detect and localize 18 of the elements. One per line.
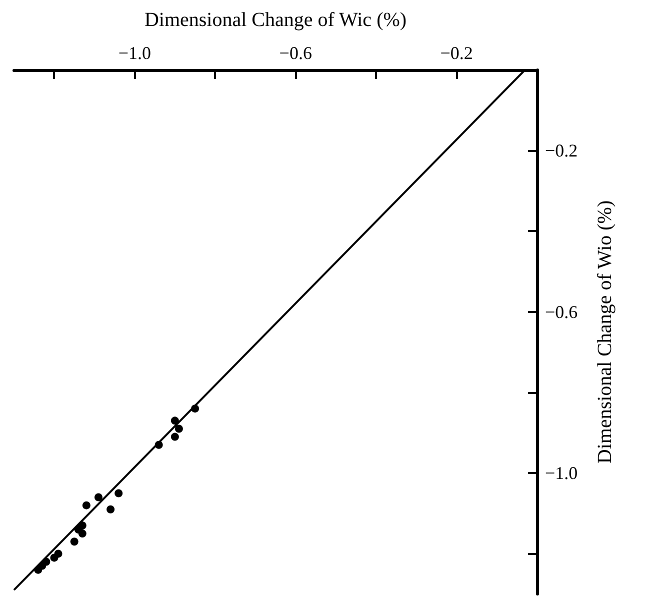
point: [106, 505, 115, 514]
point: [78, 530, 86, 538]
x-tick-label: −0.6: [279, 43, 312, 63]
y-tick-label: −0.2: [545, 140, 578, 161]
y-tick-label: −1.0: [545, 463, 578, 484]
point: [82, 501, 90, 510]
point: [94, 493, 102, 502]
point: [170, 416, 179, 425]
x-tick-label: −0.2: [440, 43, 473, 63]
x-tick-label: −1.0: [118, 43, 152, 63]
point: [174, 424, 183, 433]
point: [114, 489, 123, 498]
point: [170, 432, 179, 441]
x-axis-title: Dimensional Change of Wic (%): [144, 9, 407, 31]
point: [70, 538, 78, 546]
y-tick-label: −0.6: [545, 302, 578, 322]
point: [50, 554, 58, 562]
y-axis-title: Dimensional Change of Wio (%): [594, 200, 616, 464]
